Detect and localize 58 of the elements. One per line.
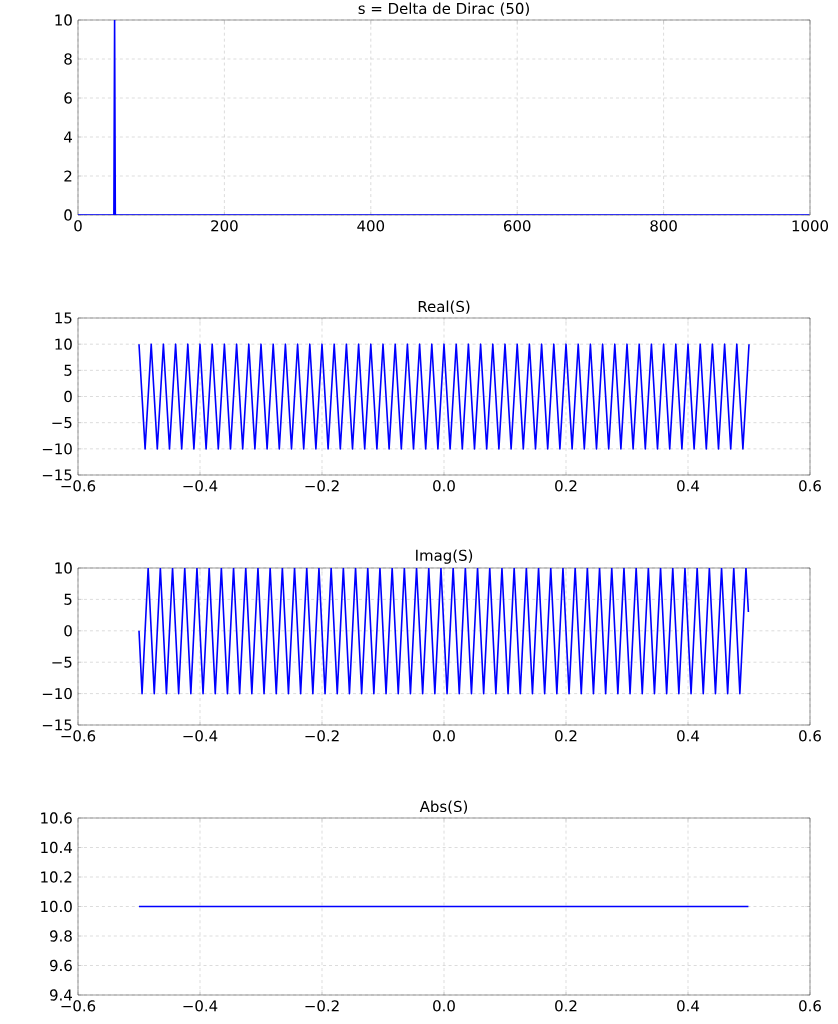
x-tick-label: 0.6 bbox=[799, 1000, 821, 1012]
x-tick-label: 400 bbox=[357, 220, 385, 232]
y-tick-label: −5 bbox=[52, 417, 72, 429]
y-tick-label: 6 bbox=[64, 92, 72, 104]
y-tick-label: 5 bbox=[64, 593, 72, 605]
y-tick-label: 10 bbox=[55, 338, 72, 350]
x-tick-label: −0.4 bbox=[183, 480, 218, 492]
x-tick-label: −0.6 bbox=[61, 1000, 96, 1012]
y-tick-label: −10 bbox=[42, 443, 72, 455]
x-tick-label: −0.2 bbox=[305, 480, 339, 492]
y-tick-label: −15 bbox=[42, 469, 72, 481]
y-tick-label: −5 bbox=[52, 656, 72, 668]
x-tick-label: 0.4 bbox=[677, 480, 700, 492]
chart-title: s = Delta de Dirac (50) bbox=[358, 2, 529, 16]
x-tick-label: 0.0 bbox=[433, 730, 455, 742]
x-tick-label: 0.6 bbox=[799, 730, 821, 742]
y-tick-label: −15 bbox=[42, 719, 72, 731]
x-tick-label: −0.2 bbox=[305, 730, 339, 742]
y-tick-label: 10 bbox=[55, 562, 72, 574]
x-tick-label: 0.2 bbox=[555, 730, 577, 742]
x-tick-label: 0.6 bbox=[799, 480, 821, 492]
y-tick-label: 15 bbox=[55, 312, 72, 324]
x-tick-label: −0.4 bbox=[183, 730, 218, 742]
y-tick-label: 10.6 bbox=[41, 812, 72, 824]
x-tick-label: 0.0 bbox=[433, 480, 455, 492]
y-tick-label: 9.6 bbox=[49, 959, 72, 972]
x-tick-label: 0.2 bbox=[555, 1000, 577, 1012]
y-tick-label: 9.4 bbox=[49, 989, 72, 1001]
chart-title: Abs(S) bbox=[419, 800, 468, 814]
x-tick-label: −0.6 bbox=[61, 730, 96, 742]
x-tick-label: 600 bbox=[503, 220, 531, 232]
chart-title: Real(S) bbox=[418, 300, 470, 314]
y-tick-label: 10.0 bbox=[41, 900, 72, 913]
x-tick-label: 800 bbox=[650, 220, 677, 232]
x-tick-label: −0.2 bbox=[305, 1000, 339, 1012]
y-tick-label: 10.2 bbox=[41, 871, 72, 883]
y-tick-label: −10 bbox=[42, 687, 72, 700]
x-tick-label: 0.4 bbox=[677, 730, 700, 742]
x-tick-label: 200 bbox=[211, 220, 238, 232]
x-tick-label: 0.2 bbox=[555, 480, 577, 492]
y-tick-label: 0 bbox=[64, 625, 72, 637]
y-tick-label: 5 bbox=[64, 364, 72, 376]
x-tick-label: 0 bbox=[74, 220, 82, 232]
y-tick-label: 10 bbox=[55, 14, 72, 26]
x-tick-label: −0.4 bbox=[183, 1000, 218, 1012]
y-tick-label: 4 bbox=[64, 131, 72, 143]
line-series bbox=[138, 568, 750, 695]
x-tick-label: 1000 bbox=[792, 220, 829, 232]
x-tick-label: 0.0 bbox=[433, 1000, 455, 1012]
x-tick-label: 0.4 bbox=[677, 1000, 700, 1012]
y-tick-label: 8 bbox=[64, 53, 72, 65]
x-tick-label: −0.6 bbox=[61, 480, 96, 492]
chart-title: Imag(S) bbox=[416, 549, 473, 564]
y-tick-label: 9.8 bbox=[49, 930, 72, 942]
y-tick-label: 0 bbox=[64, 209, 72, 221]
y-tick-label: 0 bbox=[64, 390, 72, 403]
y-tick-label: 10.4 bbox=[41, 841, 72, 854]
y-tick-label: 2 bbox=[64, 170, 72, 182]
